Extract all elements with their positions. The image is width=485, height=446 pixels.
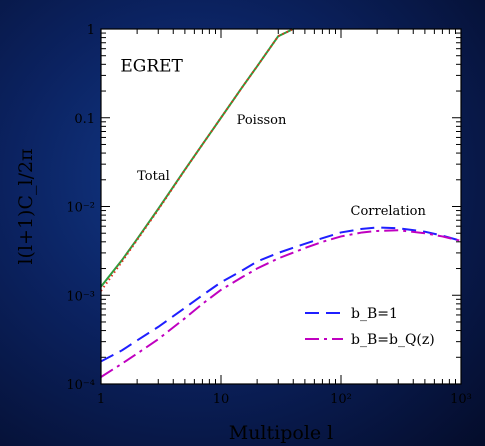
legend-label: b_B=1 [351, 306, 398, 322]
x-tick-label: 1 [97, 392, 105, 407]
y-tick-label: 10⁻² [66, 201, 95, 216]
y-tick-label: 1 [87, 23, 95, 38]
y-tick-label: 10⁻³ [66, 289, 95, 304]
annotation-total: Total [137, 169, 170, 184]
annotation-correlation: Correlation [351, 204, 427, 219]
y-tick-label: 10⁻⁴ [66, 378, 95, 393]
x-tick-label: 10² [330, 392, 352, 407]
legend-label: b_B=b_Q(z) [351, 332, 435, 348]
x-tick-label: 10 [213, 392, 230, 407]
x-tick-label: 10³ [450, 392, 472, 407]
y-tick-label: 0.1 [74, 112, 95, 127]
annotation-poisson: Poisson [237, 113, 287, 128]
y-axis-label: l(l+1)C_l/2π [15, 148, 37, 264]
x-axis-label: Multipole l [229, 422, 334, 444]
annotation-egret: EGRET [120, 57, 183, 77]
series-line-2 [100, 226, 462, 363]
